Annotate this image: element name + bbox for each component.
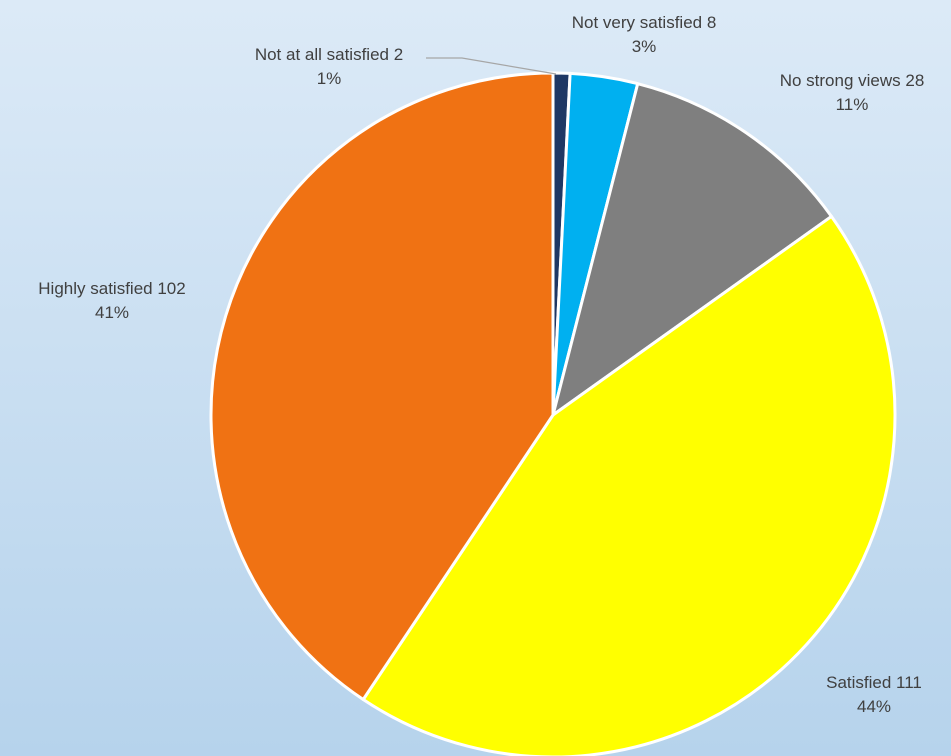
data-label-no-strong-views: No strong views 28 11%	[780, 71, 925, 114]
data-label-highly-satisfied: Highly satisfied 102 41%	[38, 279, 185, 322]
pie-slices	[209, 71, 897, 756]
pie-slice-highly-satisfied	[209, 71, 555, 702]
pie-labels: Not at all satisfied 2 1% Not very satisfi…	[38, 13, 924, 716]
data-label-not-at-all-satisfied: Not at all satisfied 2 1%	[255, 45, 403, 88]
pie-slice-no-strong-views	[551, 82, 833, 417]
pie-slice-satisfied	[361, 214, 897, 756]
data-label-not-very-satisfied: Not very satisfied 8 3%	[572, 13, 717, 56]
leader-line-not-at-all-satisfied	[426, 57, 557, 75]
data-label-satisfied: Satisfied 111 44%	[826, 673, 922, 716]
